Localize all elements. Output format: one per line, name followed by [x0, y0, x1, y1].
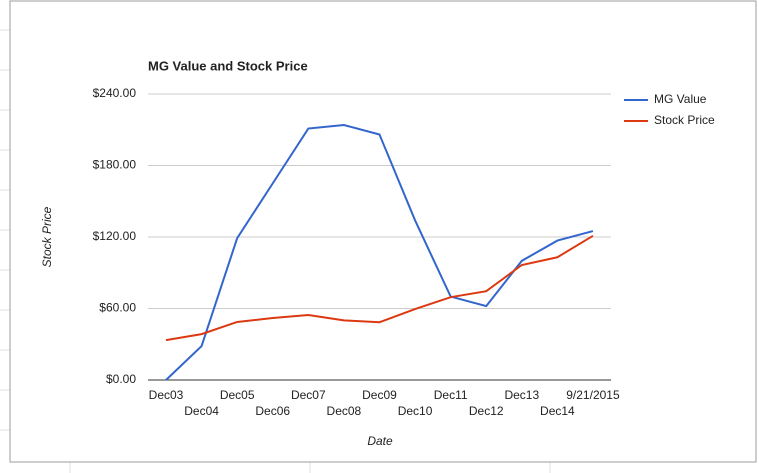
x-tick-label: Dec09 — [362, 388, 397, 402]
y-tick-label: $60.00 — [99, 301, 136, 315]
x-tick-label: Dec08 — [327, 404, 362, 418]
x-tick-label: Dec06 — [255, 404, 290, 418]
x-tick-label: Dec10 — [398, 404, 433, 418]
sheet-grid — [0, 29, 551, 473]
y-tick-label: $120.00 — [93, 229, 137, 243]
legend-label: Stock Price — [654, 113, 715, 127]
y-tick-label: $0.00 — [106, 372, 136, 386]
y-tick-label: $180.00 — [93, 158, 137, 172]
y-tick-label: $240.00 — [93, 86, 137, 100]
x-tick-label: Dec07 — [291, 388, 326, 402]
x-tick-label: Dec11 — [434, 388, 468, 402]
x-tick-label: Dec13 — [504, 388, 539, 402]
y-axis-title: Stock Price — [40, 206, 54, 267]
chart-title: MG Value and Stock Price — [148, 58, 308, 73]
series-line — [165, 123, 594, 381]
chart-frame — [9, 0, 757, 463]
x-axis-title: Date — [367, 434, 393, 448]
x-tick-label: Dec12 — [469, 404, 504, 418]
legend-label: MG Value — [654, 92, 707, 106]
x-tick-label: Dec04 — [184, 404, 219, 418]
series-line — [165, 234, 594, 342]
x-tick-label: Dec05 — [220, 388, 255, 402]
x-tick-label: Dec03 — [149, 388, 184, 402]
x-tick-label: 9/21/2015 — [566, 388, 620, 402]
x-tick-label: Dec14 — [540, 404, 575, 418]
